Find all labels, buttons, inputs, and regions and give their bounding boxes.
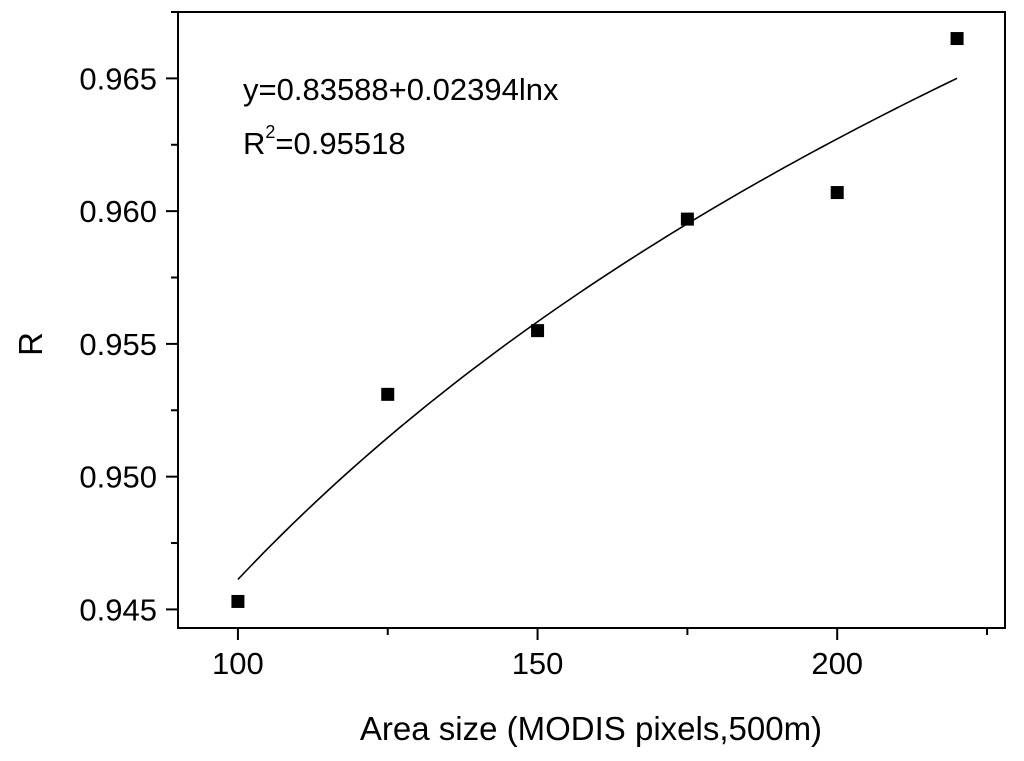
fit-curve	[237, 77, 958, 581]
data-point	[381, 387, 395, 401]
axis-ticks	[166, 11, 989, 640]
y-tick-label: 0.945	[79, 592, 157, 627]
y-tick-label: 0.960	[79, 194, 157, 229]
y-tick-label: 0.955	[79, 327, 157, 362]
data-point	[231, 594, 245, 608]
data-point	[680, 212, 694, 226]
fit-equation-annotation: y=0.83588+0.02394lnx	[243, 72, 559, 107]
x-axis-title: Area size (MODIS pixels,500m)	[360, 710, 822, 747]
tick-labels: 100 150 200 0.945 0.950 0.955 0.960 0.965	[79, 61, 863, 681]
y-tick-label: 0.965	[79, 61, 157, 96]
r-squared-superscript: 2	[265, 122, 275, 142]
x-tick-label: 150	[512, 646, 564, 681]
r-squared-base: R	[243, 126, 265, 161]
plot-area	[177, 11, 1006, 629]
r-squared-annotation: R2=0.95518	[243, 122, 406, 161]
data-point	[830, 186, 844, 200]
data-layer	[231, 32, 964, 608]
plot-frame	[177, 11, 1006, 629]
x-tick-label: 200	[811, 646, 863, 681]
r-squared-value: =0.95518	[275, 126, 405, 161]
data-point	[531, 324, 545, 338]
y-axis-title: R	[12, 332, 49, 356]
y-tick-label: 0.950	[79, 460, 157, 495]
x-tick-label: 100	[212, 646, 264, 681]
data-point	[950, 32, 964, 46]
